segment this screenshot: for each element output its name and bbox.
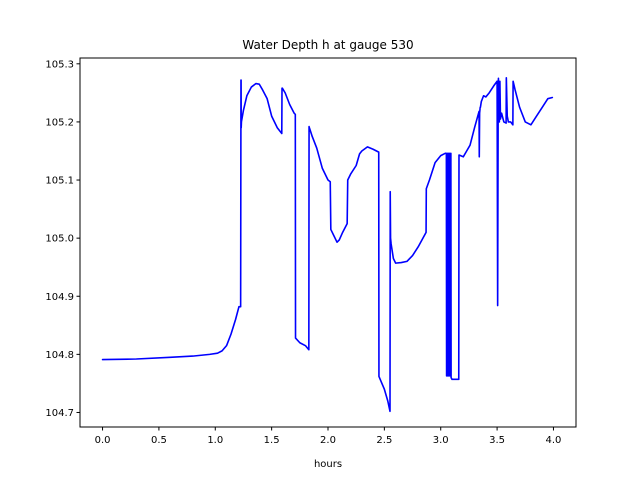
y-tick-label: 105.2 bbox=[45, 117, 74, 128]
plot-frame bbox=[79, 57, 577, 428]
y-tick-label: 104.8 bbox=[45, 350, 74, 361]
y-tick-label: 105.1 bbox=[45, 176, 74, 187]
x-axis: 0.0 0.5 1.0 1.5 2.0 2.5 3.0 3.5 4.0 bbox=[95, 427, 562, 446]
x-tick-label: 3.0 bbox=[433, 435, 449, 446]
x-tick-label: 0.0 bbox=[95, 435, 111, 446]
y-tick-label: 105.0 bbox=[45, 234, 74, 245]
x-axis-label: hours bbox=[314, 459, 342, 470]
x-tick-label: 2.0 bbox=[320, 435, 336, 446]
y-axis: 104.7 104.8 104.9 105.0 105.1 105.2 105.3 bbox=[45, 59, 80, 419]
plot-area bbox=[101, 76, 554, 413]
y-tick-label: 104.9 bbox=[45, 292, 74, 303]
y-tick-label: 105.3 bbox=[45, 59, 74, 70]
x-tick-label: 4.0 bbox=[546, 435, 562, 446]
x-tick-label: 1.0 bbox=[207, 435, 223, 446]
x-tick-label: 0.5 bbox=[151, 435, 167, 446]
y-tick-label: 104.7 bbox=[45, 408, 74, 419]
series-line-0 bbox=[101, 76, 554, 413]
chart-title: Water Depth h at gauge 530 bbox=[242, 38, 413, 52]
x-tick-label: 2.5 bbox=[376, 435, 392, 446]
x-tick-label: 1.5 bbox=[264, 435, 280, 446]
x-tick-label: 3.5 bbox=[489, 435, 505, 446]
